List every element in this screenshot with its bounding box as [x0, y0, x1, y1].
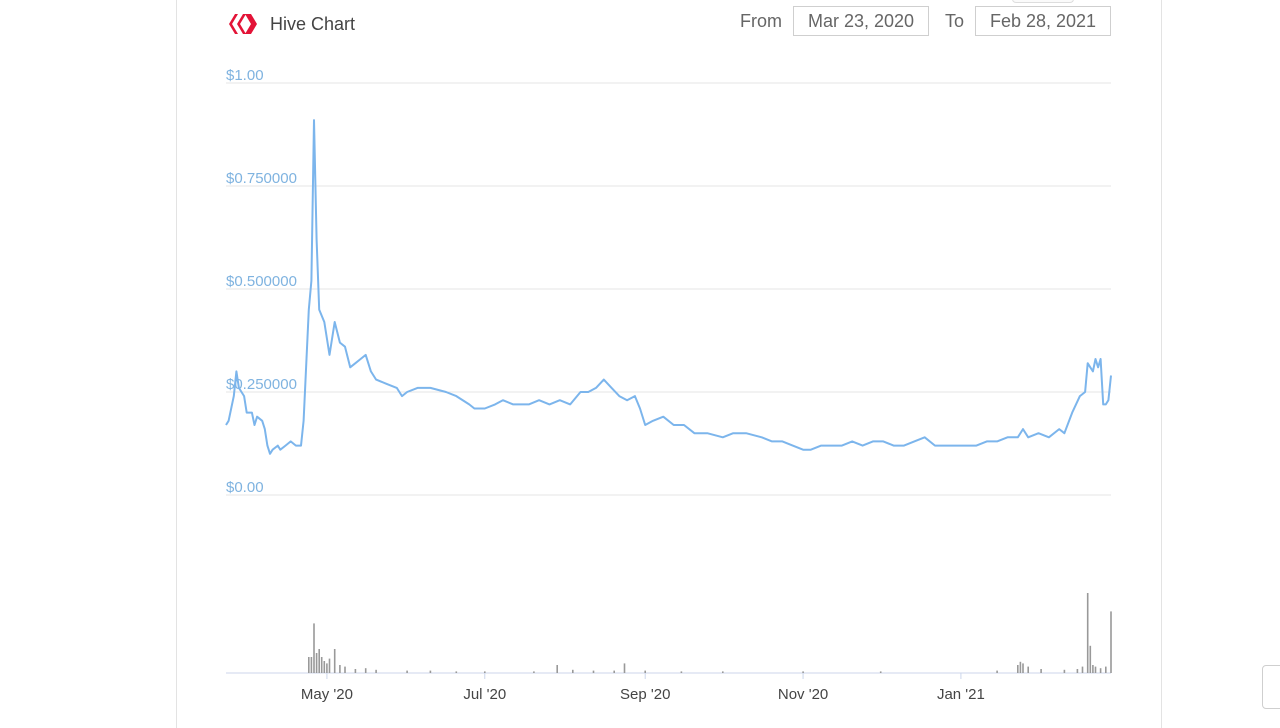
volume-bar [533, 671, 535, 673]
y-tick-label: $0.00 [226, 479, 264, 496]
volume-bar [455, 671, 458, 673]
scrollbar-thumb[interactable] [1262, 665, 1280, 709]
volume-bar [364, 668, 367, 673]
y-tick-label: $0.500000 [226, 273, 297, 290]
y-tick-label: $1.00 [226, 67, 264, 84]
volume-bar [313, 623, 315, 673]
volume-bar [1086, 593, 1089, 673]
x-tick-label: Sep '20 [620, 686, 670, 703]
volume-bar [339, 665, 341, 673]
volume-bar [318, 649, 320, 673]
volume-bar [1089, 645, 1092, 673]
volume-bar [429, 670, 432, 673]
volume-bar [996, 670, 998, 673]
volume-bar [644, 670, 646, 673]
volume-bar [1094, 666, 1097, 673]
x-tick-label: Nov '20 [778, 686, 828, 703]
volume-bar [375, 669, 377, 673]
chart-header: Hive Chart [228, 10, 355, 38]
x-tick-label: Jan '21 [937, 686, 985, 703]
price-series-line [225, 119, 1112, 455]
to-date-input[interactable]: Feb 28, 2021 [975, 6, 1112, 36]
y-tick-label: $0.250000 [226, 376, 297, 393]
from-date-input[interactable]: Mar 23, 2020 [793, 6, 929, 36]
volume-bar [406, 670, 408, 673]
volume-bar [1081, 666, 1084, 673]
date-range: From Mar 23, 2020 To Feb 28, 2021 [740, 6, 1112, 36]
volume-bar [802, 671, 804, 673]
volume-bar [1017, 665, 1019, 673]
volume-bar [722, 671, 724, 673]
volume-bar [572, 669, 574, 673]
volume-bar [354, 669, 357, 673]
volume-bar [1092, 665, 1094, 673]
chart-title: Hive Chart [270, 13, 356, 34]
from-label: From [740, 10, 782, 31]
x-tick-label: May '20 [301, 686, 353, 703]
volume-bar [1040, 669, 1042, 673]
volume-bar [1076, 669, 1079, 673]
volume-bar [315, 653, 318, 673]
volume-bar [680, 671, 683, 673]
hive-logo-icon [228, 10, 258, 38]
volume-bar [326, 663, 328, 673]
volume-bar [1022, 663, 1024, 673]
volume-bar [484, 671, 486, 673]
volume-bar [1063, 669, 1066, 673]
volume-bar [323, 661, 326, 673]
volume-bar [623, 663, 626, 673]
volume-bar [328, 658, 331, 673]
y-tick-label: $0.750000 [226, 170, 297, 187]
volume-bar [1027, 666, 1029, 673]
volume-bar [1099, 668, 1102, 673]
to-label: To [945, 10, 965, 31]
volume-bar [879, 671, 882, 673]
x-tick-label: Jul '20 [463, 686, 506, 703]
volume-bar [333, 649, 336, 673]
volume-bar [613, 670, 615, 673]
volume-bar [308, 657, 310, 673]
volume-bar [344, 666, 346, 673]
volume-bar [310, 657, 313, 673]
volume-bar [556, 665, 558, 673]
volume-bar [1110, 611, 1112, 673]
volume-bar [320, 657, 323, 673]
chart-card [176, 0, 1162, 728]
volume-bar [592, 670, 595, 673]
volume-bar [1019, 661, 1022, 673]
volume-bar [1105, 666, 1107, 673]
